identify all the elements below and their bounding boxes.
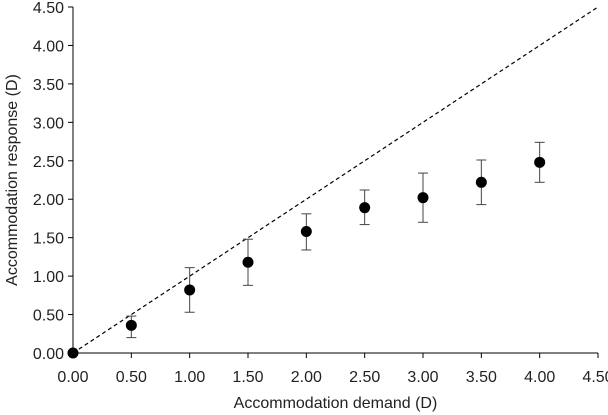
x-tick-label: 3.00 (407, 369, 438, 386)
y-tick-label: 3.00 (33, 115, 64, 132)
y-tick-label: 4.00 (33, 38, 64, 55)
x-tick-label: 1.00 (174, 369, 205, 386)
x-tick-label: 1.50 (232, 369, 263, 386)
x-tick-label: 4.50 (582, 369, 608, 386)
x-tick-label: 2.00 (291, 369, 322, 386)
data-point (242, 256, 254, 268)
y-tick-label: 1.50 (33, 231, 64, 248)
plot-area: 0.00 0.50 1.00 1.50 2.00 2.50 3.00 3.50 4.00 4.5 0… (33, 0, 608, 386)
data-point (475, 176, 487, 188)
x-tick-label: 2.50 (349, 369, 380, 386)
y-tick-label: 2.00 (33, 192, 64, 209)
data-point (125, 319, 137, 331)
x-tick-label: 4.00 (524, 369, 555, 386)
y-tick-label: 1.00 (33, 269, 64, 286)
data-point (300, 226, 312, 238)
y-tick-label: 3.50 (33, 77, 64, 94)
reference-line (72, 6, 599, 354)
x-tick-label: 0.50 (116, 369, 147, 386)
y-tick-label: 0.50 (33, 308, 64, 325)
data-point (184, 284, 196, 296)
x-tick-label: 3.50 (466, 369, 497, 386)
y-axis-title: Accommodation response (D) (4, 74, 21, 286)
data-point (417, 192, 429, 204)
data-point (534, 156, 546, 168)
x-axis-title: Accommodation demand (D) (234, 395, 438, 412)
y-tick-label: 4.50 (33, 0, 64, 17)
data-point (67, 347, 79, 359)
y-tick-label: 2.50 (33, 154, 64, 171)
data-point (359, 202, 371, 214)
x-tick-label: 0.00 (57, 369, 88, 386)
y-tick-label: 0.00 (33, 346, 64, 363)
